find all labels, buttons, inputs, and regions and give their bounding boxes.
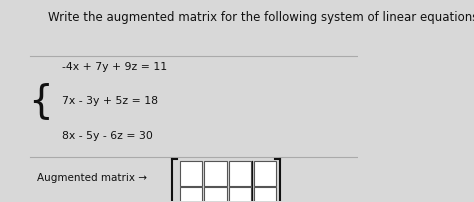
- FancyBboxPatch shape: [254, 161, 276, 186]
- Text: Write the augmented matrix for the following system of linear equations.: Write the augmented matrix for the follo…: [48, 11, 474, 24]
- FancyBboxPatch shape: [180, 187, 202, 202]
- FancyBboxPatch shape: [180, 161, 202, 186]
- Text: Augmented matrix →: Augmented matrix →: [37, 172, 147, 182]
- Text: -4x + 7y + 9z = 11: -4x + 7y + 9z = 11: [62, 62, 167, 72]
- Text: 8x - 5y - 6z = 30: 8x - 5y - 6z = 30: [62, 130, 153, 140]
- FancyBboxPatch shape: [229, 187, 251, 202]
- FancyBboxPatch shape: [204, 187, 227, 202]
- FancyBboxPatch shape: [254, 187, 276, 202]
- Text: {: {: [28, 82, 53, 120]
- FancyBboxPatch shape: [229, 161, 251, 186]
- Text: 7x - 3y + 5z = 18: 7x - 3y + 5z = 18: [62, 96, 158, 106]
- FancyBboxPatch shape: [204, 161, 227, 186]
